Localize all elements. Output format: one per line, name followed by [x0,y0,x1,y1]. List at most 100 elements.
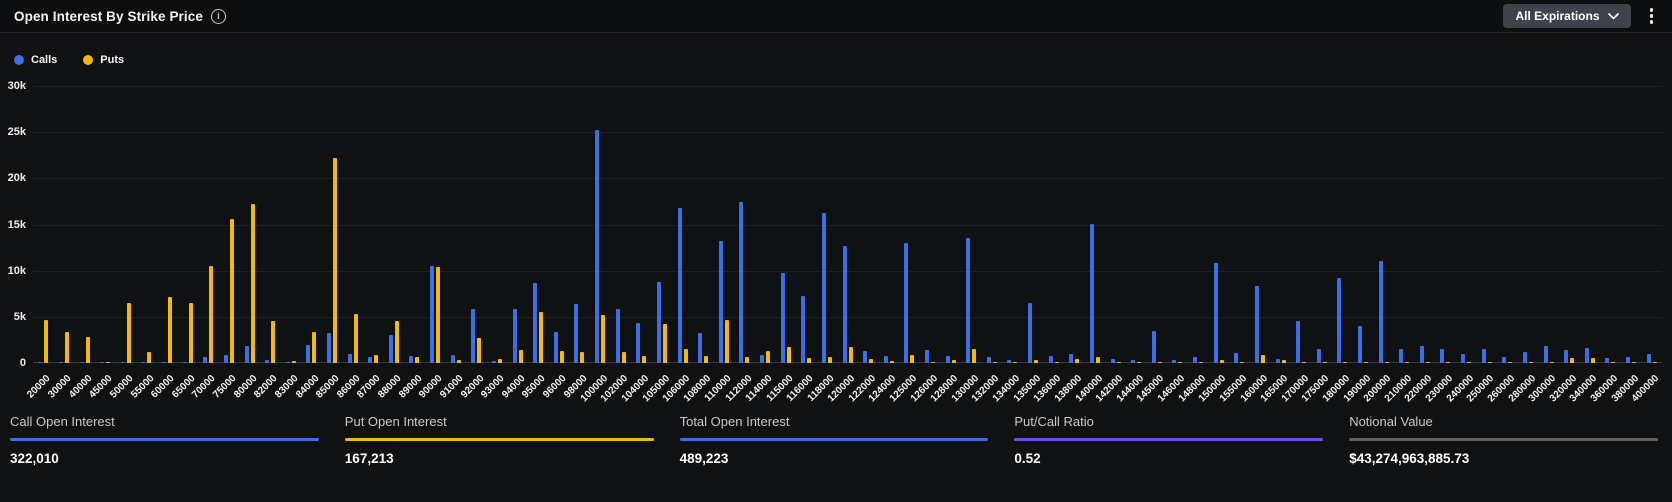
expirations-dropdown[interactable]: All Expirations [1503,4,1631,28]
bar-calls-145000[interactable] [1151,330,1156,363]
bar-puts-144000[interactable] [1137,361,1142,363]
bar-puts-88000[interactable] [394,320,399,363]
bar-puts-128000[interactable] [951,360,956,363]
bar-calls-90000[interactable] [430,266,435,363]
bar-puts-180000[interactable] [1343,361,1348,363]
bar-puts-85000[interactable] [332,158,337,363]
bar-puts-55000[interactable] [147,351,152,363]
bar-calls-142000[interactable] [1110,359,1115,363]
bar-calls-88000[interactable] [388,335,393,363]
bar-calls-140000[interactable] [1089,223,1094,363]
bar-puts-170000[interactable] [1302,361,1307,363]
bar-calls-75000[interactable] [223,354,228,363]
bar-puts-90000[interactable] [436,266,441,363]
bar-calls-155000[interactable] [1234,352,1239,363]
bar-calls-138000[interactable] [1069,353,1074,363]
bar-calls-93000[interactable] [491,361,496,363]
bar-puts-280000[interactable] [1528,361,1533,363]
bar-puts-122000[interactable] [869,359,874,363]
bar-puts-84000[interactable] [312,331,317,363]
bar-calls-106000[interactable] [677,207,682,363]
bar-calls-30000[interactable] [58,361,63,363]
bar-calls-146000[interactable] [1172,360,1177,363]
bar-puts-94000[interactable] [518,350,523,363]
bar-calls-250000[interactable] [1481,349,1486,363]
bar-puts-96000[interactable] [559,351,564,363]
bar-puts-65000[interactable] [188,302,193,363]
bar-puts-136000[interactable] [1054,361,1059,363]
bar-puts-80000[interactable] [250,204,255,363]
bar-calls-124000[interactable] [883,355,888,363]
bar-calls-360000[interactable] [1605,358,1610,363]
bar-puts-210000[interactable] [1405,361,1410,363]
bar-calls-89000[interactable] [409,355,414,363]
bar-puts-150000[interactable] [1219,360,1224,363]
bar-calls-55000[interactable] [141,361,146,363]
bar-puts-98000[interactable] [580,351,585,363]
bar-puts-50000[interactable] [126,302,131,363]
bar-calls-96000[interactable] [553,331,558,363]
bar-calls-83000[interactable] [285,361,290,363]
bar-puts-120000[interactable] [848,347,853,363]
bar-puts-89000[interactable] [415,357,420,363]
bar-calls-200000[interactable] [1378,261,1383,363]
bar-calls-105000[interactable] [656,281,661,363]
bar-puts-260000[interactable] [1508,361,1513,363]
bar-puts-82000[interactable] [271,321,276,363]
bar-calls-170000[interactable] [1296,321,1301,363]
bar-calls-94000[interactable] [512,309,517,363]
bar-calls-120000[interactable] [842,245,847,363]
bar-calls-92000[interactable] [471,308,476,363]
bar-puts-140000[interactable] [1095,357,1100,363]
bar-puts-125000[interactable] [910,354,915,363]
bar-calls-132000[interactable] [986,356,991,363]
bar-puts-75000[interactable] [229,218,234,363]
bar-puts-115000[interactable] [786,347,791,363]
bar-calls-110000[interactable] [718,241,723,363]
bar-puts-142000[interactable] [1116,361,1121,363]
bar-puts-230000[interactable] [1446,361,1451,363]
bar-puts-105000[interactable] [662,324,667,363]
bar-puts-83000[interactable] [291,361,296,363]
bar-puts-138000[interactable] [1075,359,1080,363]
bar-puts-60000[interactable] [168,297,173,363]
bar-puts-112000[interactable] [745,356,750,363]
bar-calls-102000[interactable] [615,308,620,363]
bar-puts-40000[interactable] [85,337,90,363]
bar-calls-150000[interactable] [1213,263,1218,363]
bar-puts-104000[interactable] [642,355,647,363]
bar-calls-70000[interactable] [203,356,208,363]
bar-calls-118000[interactable] [821,213,826,363]
bar-calls-300000[interactable] [1543,346,1548,363]
bar-puts-70000[interactable] [209,266,214,363]
bar-puts-250000[interactable] [1487,361,1492,363]
bar-calls-40000[interactable] [79,361,84,363]
bar-puts-340000[interactable] [1590,358,1595,363]
bar-calls-144000[interactable] [1131,360,1136,363]
bar-puts-320000[interactable] [1570,358,1575,363]
bar-puts-30000[interactable] [64,331,69,363]
bar-puts-86000[interactable] [353,314,358,363]
bar-puts-92000[interactable] [477,338,482,363]
bar-puts-20000[interactable] [44,319,49,363]
bar-calls-320000[interactable] [1564,350,1569,363]
bar-puts-130000[interactable] [972,349,977,363]
bar-puts-400000[interactable] [1652,361,1657,363]
bar-puts-87000[interactable] [374,354,379,363]
bar-puts-165000[interactable] [1281,360,1286,363]
bar-calls-160000[interactable] [1254,286,1259,363]
bar-calls-100000[interactable] [595,130,600,363]
bar-calls-112000[interactable] [739,202,744,363]
bar-puts-145000[interactable] [1157,361,1162,363]
bar-calls-400000[interactable] [1646,353,1651,363]
bar-puts-135000[interactable] [1034,360,1039,363]
info-circle-icon[interactable]: i [210,8,226,24]
bar-calls-50000[interactable] [120,361,125,363]
bar-puts-106000[interactable] [683,349,688,363]
bar-puts-91000[interactable] [456,360,461,363]
bar-calls-380000[interactable] [1626,356,1631,363]
bar-puts-300000[interactable] [1549,361,1554,363]
bar-calls-136000[interactable] [1048,355,1053,363]
bar-puts-95000[interactable] [539,312,544,363]
bar-puts-155000[interactable] [1240,361,1245,363]
